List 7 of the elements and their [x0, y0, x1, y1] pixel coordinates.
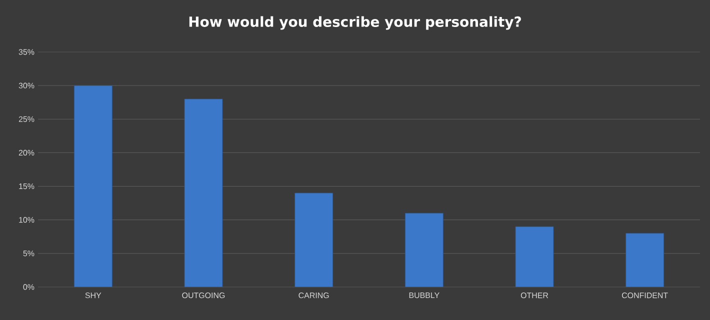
bar: [74, 85, 112, 287]
bar: [626, 233, 664, 287]
bar: [184, 98, 223, 287]
bar: [294, 192, 334, 287]
bar: [515, 226, 554, 287]
chart-title: How would you describe your personality?: [189, 16, 521, 30]
bar: [404, 212, 444, 287]
